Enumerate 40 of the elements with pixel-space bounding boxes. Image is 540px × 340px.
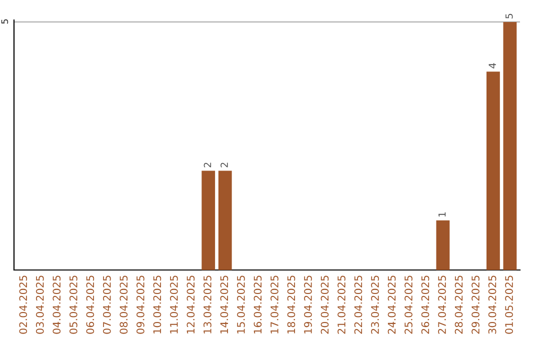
data-label: 5 xyxy=(506,14,513,18)
bar xyxy=(503,22,517,270)
data-label: 2 xyxy=(220,162,228,168)
x-tick-label: 01.05.2025 xyxy=(505,276,513,334)
x-tick-label: 21.04.2025 xyxy=(338,276,346,334)
x-tick-label: 04.04.2025 xyxy=(52,276,61,334)
x-tick-label: 27.04.2025 xyxy=(438,276,446,334)
x-tick-label: 02.04.2025 xyxy=(19,276,28,334)
x-tick-label: 16.04.2025 xyxy=(254,276,262,334)
x-tick-label: 19.04.2025 xyxy=(304,276,312,334)
x-tick-label: 09.04.2025 xyxy=(136,276,144,334)
bar xyxy=(202,170,216,270)
x-tick-label: 05.04.2025 xyxy=(69,276,78,334)
x-tick-label: 28.04.2025 xyxy=(454,276,463,334)
data-label: 2 xyxy=(204,162,212,168)
bar xyxy=(436,220,450,270)
x-tick-label: 23.04.2025 xyxy=(371,276,379,334)
x-tick-label: 25.04.2025 xyxy=(404,276,412,334)
x-tick-label: 24.04.2025 xyxy=(388,276,396,334)
x-tick-label: 06.04.2025 xyxy=(86,276,94,334)
x-tick-label: 07.04.2025 xyxy=(102,276,111,334)
x-tick-label: 18.04.2025 xyxy=(287,276,296,334)
x-tick-label: 11.04.2025 xyxy=(170,276,178,334)
x-tick-label: 30.04.2025 xyxy=(488,276,496,334)
x-tick-label: 10.04.2025 xyxy=(153,276,162,334)
bar xyxy=(218,170,232,270)
x-tick-label: 08.04.2025 xyxy=(120,276,128,334)
x-tick-label: 12.04.2025 xyxy=(186,276,195,334)
x-tick-label: 29.04.2025 xyxy=(472,276,480,334)
data-label: 1 xyxy=(438,212,446,217)
x-tick-label: 20.04.2025 xyxy=(320,276,329,334)
x-tick-label: 03.04.2025 xyxy=(36,276,44,334)
x-tick-label: 15.04.2025 xyxy=(237,276,245,334)
x-tick-label: 22.04.2025 xyxy=(354,276,362,334)
x-tick-label: 17.04.2025 xyxy=(270,276,278,334)
bar xyxy=(486,72,500,270)
data-label: 4 xyxy=(488,63,496,68)
x-tick-label: 14.04.2025 xyxy=(220,276,228,334)
x-tick-label: 13.04.2025 xyxy=(204,276,212,334)
x-tick-label: 26.04.2025 xyxy=(421,276,430,334)
